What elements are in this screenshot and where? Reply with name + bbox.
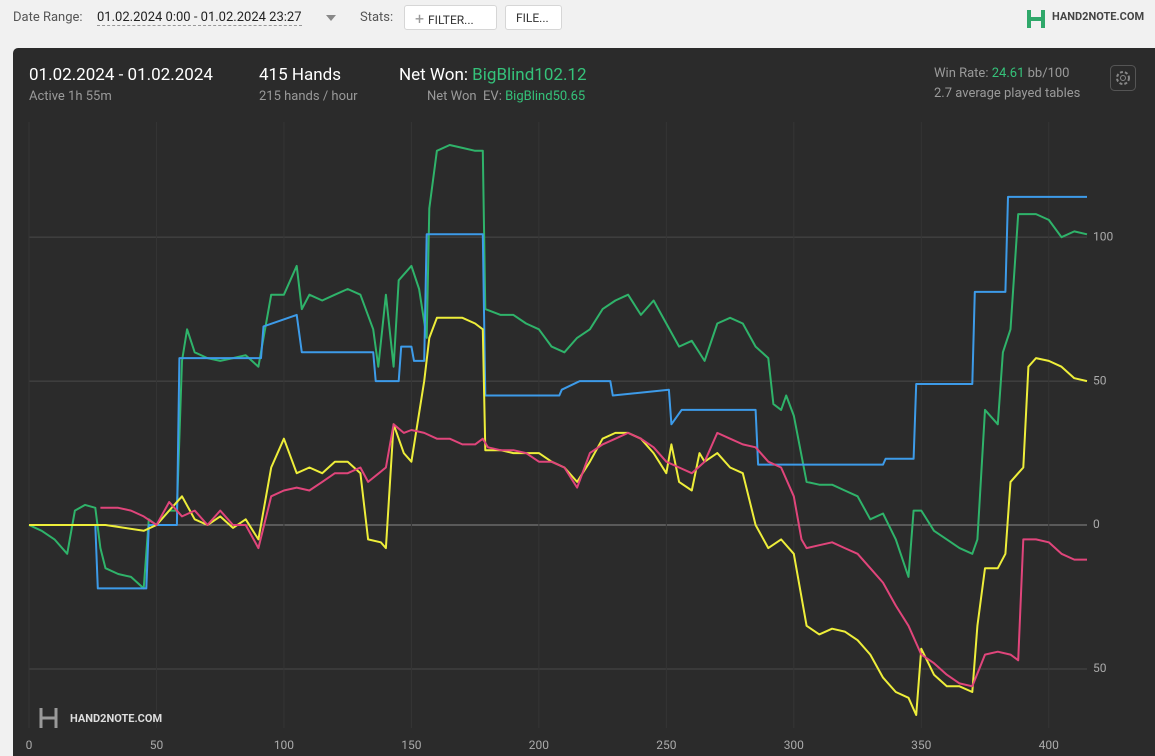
file-button[interactable]: FILE... xyxy=(505,5,562,30)
net-won: BigBlind102.12 xyxy=(472,65,587,85)
win-rate: 24.61 xyxy=(991,66,1025,81)
label: Stats: xyxy=(360,10,394,25)
x-tick-label: 200 xyxy=(529,738,549,752)
button-label: FILE... xyxy=(516,11,549,25)
x-tick-label: 100 xyxy=(274,738,294,752)
series-line xyxy=(29,195,1087,590)
series-line xyxy=(100,423,1087,688)
logo: HAND2NOTE.COM xyxy=(1052,10,1145,23)
active: Active 1h 55m xyxy=(29,89,112,104)
y-tick-label: 50 xyxy=(1093,373,1107,387)
x-tick-label: 350 xyxy=(911,738,931,752)
period: 01.02.2024 - 01.02.2024 xyxy=(29,65,213,85)
y-tick-label: 100 xyxy=(1093,229,1113,243)
x-tick-label: 50 xyxy=(150,738,164,752)
label: Win Rate: xyxy=(934,66,989,81)
y-tick-label: 50 xyxy=(1093,661,1107,675)
x-tick-label: 400 xyxy=(1039,738,1059,752)
series-line xyxy=(28,144,1088,590)
label: Net Won EV: xyxy=(427,89,502,104)
x-tick-label: 0 xyxy=(26,738,33,752)
unit: bb/100 xyxy=(1027,66,1070,81)
label: Net Won: xyxy=(399,65,468,85)
watermark: HAND2NOTE.COM xyxy=(39,708,162,728)
series-line xyxy=(29,316,1088,716)
tables: 2.7 average played tables xyxy=(934,86,1081,101)
hands: 415 Hands xyxy=(259,65,342,85)
logo-icon xyxy=(1027,10,1045,28)
watermark-text: HAND2NOTE.COM xyxy=(70,712,162,725)
button-label: FILTER... xyxy=(428,13,474,27)
toolbar: Date Range: 01.02.2024 0:00 - 01.02.2024… xyxy=(0,0,1155,38)
dropdown-arrow[interactable] xyxy=(326,15,336,21)
settings-button[interactable] xyxy=(1110,65,1136,91)
panel: 01.02.2024 - 01.02.2024 Active 1h 55m 41… xyxy=(13,48,1155,756)
x-tick-label: 250 xyxy=(656,738,676,752)
hands-per-hour: 215 hands / hour xyxy=(259,89,358,104)
y-tick-label: 0 xyxy=(1093,517,1100,531)
x-tick-label: 150 xyxy=(401,738,421,752)
net-won-ev: BigBlind50.65 xyxy=(505,89,586,104)
filter-button[interactable]: + FILTER... xyxy=(404,5,497,30)
date-range[interactable]: 01.02.2024 0:00 - 01.02.2024 23:27 xyxy=(97,10,302,26)
label: Date Range: xyxy=(13,10,83,25)
x-tick-label: 300 xyxy=(784,738,804,752)
